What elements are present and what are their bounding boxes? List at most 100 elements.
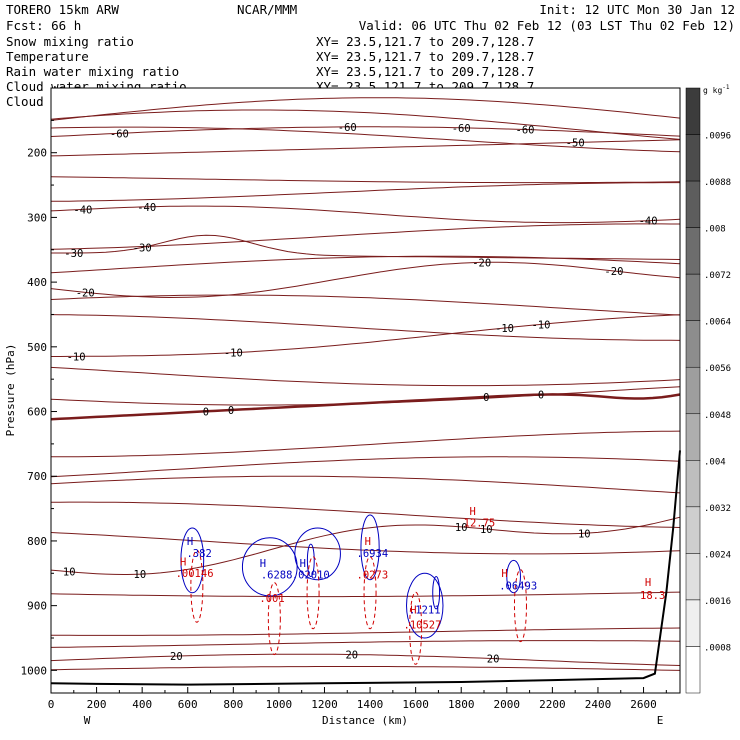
isotherm-line [50, 97, 681, 121]
x-axis-west-label: W [84, 714, 91, 727]
colorbar-segment [685, 506, 701, 554]
x-tick-label: 1200 [311, 698, 338, 711]
colorbar-segment [685, 227, 701, 275]
colorbar-segment [685, 599, 701, 647]
y-tick-label: 300 [27, 211, 47, 224]
forecast-hour: Fcst: 66 h [6, 18, 81, 33]
colorbar-segment [685, 460, 701, 508]
x-tick-label: 800 [223, 698, 243, 711]
x-tick-label: 400 [132, 698, 152, 711]
isotherm-label: -10 [495, 323, 514, 335]
isotherm-label: -10 [531, 319, 550, 331]
colorbar-segment [685, 134, 701, 182]
isotherm-label: 0 [483, 392, 489, 404]
colorbar: g kg-1 .0096 .0088 .008 .0072 .0064 .0056 .004… [685, 84, 731, 694]
extremum-label: H [501, 568, 507, 580]
extremum-label: .001 [259, 593, 284, 605]
isotherm-label: -40 [137, 202, 156, 214]
isotherm-line [50, 314, 681, 341]
isotherm-label: 20 [170, 651, 183, 663]
isotherm-label: 0 [538, 390, 544, 402]
isotherm-line [50, 223, 680, 250]
isotherm-labeled-line [51, 314, 681, 357]
isotherm-line [50, 456, 681, 478]
isotherm-line [51, 430, 681, 458]
isotherm-line [50, 475, 681, 494]
rain-water-contour [306, 556, 320, 630]
field-xy-0: XY= 23.5,121.7 to 209.7,128.7 [316, 34, 534, 49]
y-axis-label: Pressure (hPa) [4, 344, 17, 437]
cloud-water-contour [241, 537, 298, 597]
field-name-2: Rain water mixing ratio [6, 64, 179, 79]
extremum-label: 12.75 [464, 518, 496, 530]
isotherm-label: -10 [224, 348, 243, 360]
extremum-label: H [469, 506, 475, 518]
x-tick-label: 1000 [266, 698, 293, 711]
colorbar-label: .0048 [704, 411, 731, 421]
colorbar-segment [685, 320, 701, 368]
cloud-water-contour [406, 572, 444, 639]
isotherm-line [51, 627, 681, 636]
init-time: Init: 12 UTC Mon 30 Jan 12 [539, 2, 735, 17]
plot-background [51, 88, 680, 693]
y-tick-label: 200 [27, 147, 47, 160]
field-name-0: Snow mixing ratio [6, 34, 134, 49]
isotherm-label: 10 [63, 567, 76, 579]
extremum-label: H [187, 536, 193, 548]
rain-water-contour [409, 591, 423, 665]
y-tick-label: 700 [27, 470, 47, 483]
isotherm-line [50, 182, 680, 202]
isotherm-labeled-line [50, 393, 681, 421]
colorbar-segment [685, 366, 701, 415]
isotherm-label: -40 [73, 204, 92, 216]
isotherm-line [50, 532, 681, 555]
field-name-1: Temperature [6, 49, 89, 64]
extremum-label: .6934 [357, 548, 389, 560]
y-tick-label: 600 [27, 406, 47, 419]
extremum-label: H [260, 558, 266, 570]
extremum-label: H [645, 577, 651, 589]
rain-water-contour [267, 582, 281, 656]
x-tick-label: 2600 [630, 698, 657, 711]
x-axis-ticks: 0 200 400 600 800 1000 1200 1400 1600 1800 2000 220… [48, 687, 667, 711]
extremum-label: 18.3 [640, 590, 665, 602]
isotherm-labeled-line [50, 126, 681, 137]
colorbar-label: .0096 [704, 132, 731, 142]
extremum-label: .00146 [176, 568, 214, 580]
colorbar-unit: g kg-1 [703, 84, 730, 95]
cloud-water-contour [432, 576, 441, 610]
x-tick-label: 0 [48, 698, 55, 711]
isotherm-label: 10 [578, 528, 591, 540]
colorbar-label: .0016 [704, 597, 731, 607]
colorbar-label: .0032 [704, 504, 731, 514]
colorbar-segment [685, 87, 701, 135]
isotherm-label: -20 [472, 257, 491, 269]
extremum-label: .06493 [499, 580, 537, 592]
colorbar-label: .004 [704, 457, 726, 467]
isotherm-label: 10 [134, 569, 147, 581]
model-title: TORERO 15km ARW [6, 2, 119, 17]
valid-time: Valid: 06 UTC Thu 02 Feb 12 (03 LST Thu … [359, 18, 735, 33]
x-tick-label: 2200 [539, 698, 566, 711]
colorbar-label: .008 [704, 225, 726, 235]
x-tick-label: 600 [178, 698, 198, 711]
isotherm-label: -50 [566, 137, 585, 149]
isotherm-label: -60 [516, 125, 535, 137]
rain-water-contour [363, 556, 377, 630]
isotherm-label: 10 [455, 522, 468, 534]
y-axis-ticks: 200 300 400 500 600 700 800 900 1000 [21, 119, 57, 677]
cloud-water-contour [306, 543, 315, 578]
isotherm-labeled-line [51, 234, 681, 260]
x-tick-label: 1800 [448, 698, 475, 711]
isotherm-label: -10 [67, 351, 86, 363]
plot-area: -60 -60 -60 -60 -50 -40 -40 -40 -30 -30 -20 -20 -20 -… [4, 87, 681, 727]
isotherm-labeled-line [50, 139, 681, 157]
extremum-label: H [410, 604, 416, 616]
extremum-label: .1211 [409, 604, 441, 616]
extremum-label: .0273 [357, 569, 389, 581]
y-tick-label: 900 [27, 600, 47, 613]
isotherm-line [50, 126, 681, 153]
plot-frame [50, 87, 681, 694]
isotherm-label: -30 [64, 248, 83, 260]
